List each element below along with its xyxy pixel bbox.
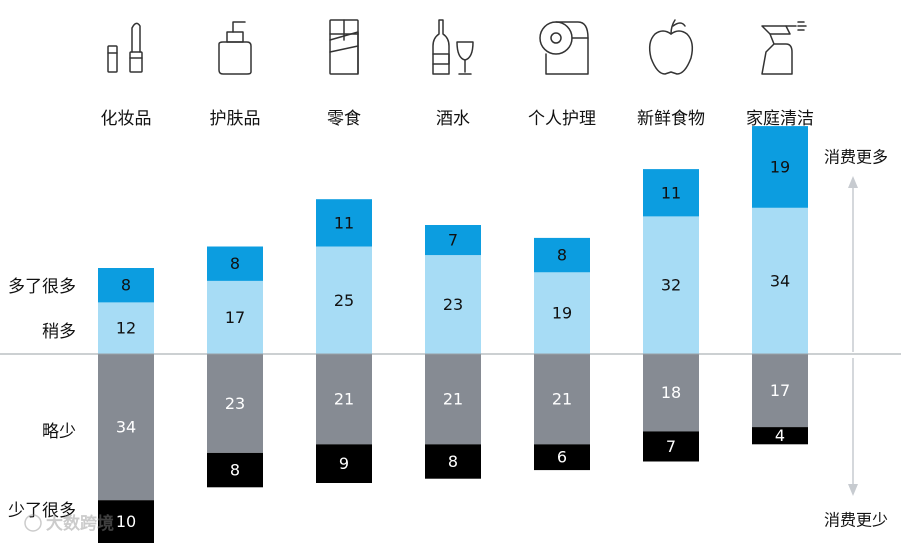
data-label: 8 [121, 276, 131, 295]
data-label: 25 [334, 291, 354, 310]
series-label: 多了很多 [8, 277, 76, 297]
bar-segment [425, 444, 481, 479]
data-label: 9 [339, 454, 349, 473]
data-label: 8 [230, 254, 240, 273]
bar-segment [534, 272, 590, 354]
apple-icon [648, 19, 694, 75]
data-label: 10 [116, 512, 136, 531]
series-label: 略少 [42, 422, 76, 442]
chocolate-bar-icon [329, 19, 359, 75]
data-label: 23 [443, 295, 463, 314]
category-label: 酒水 [436, 109, 470, 129]
data-label: 12 [116, 319, 136, 338]
category-icons [107, 19, 807, 75]
data-label: 21 [334, 390, 354, 409]
bar-segment [752, 427, 808, 445]
bar-segment [643, 169, 699, 217]
watermark-text: 大数跨境 [46, 513, 114, 534]
data-label: 19 [552, 304, 572, 323]
up-arrow-head [848, 176, 858, 188]
data-label: 11 [334, 213, 354, 232]
series-label: 稍多 [42, 322, 76, 342]
bar-segment [98, 500, 154, 543]
bottom-annotation: 消费更少 [824, 511, 888, 530]
bar-segment [316, 444, 372, 483]
data-label: 6 [557, 448, 567, 467]
bar-segment [643, 354, 699, 432]
watermark: 大数跨境 [24, 513, 114, 534]
series-label: 少了很多 [8, 501, 76, 521]
lipstick-icon [107, 22, 143, 73]
bar-segment [643, 431, 699, 462]
lotion-bottle-icon [218, 21, 252, 75]
category-label: 零食 [327, 109, 361, 129]
toilet-paper-icon [539, 21, 589, 75]
direction-annotations: 消费更多 消费更少 [824, 148, 888, 530]
data-label: 7 [448, 231, 458, 250]
bar-segment [207, 246, 263, 281]
data-label: 4 [775, 426, 785, 445]
bar-segment [207, 354, 263, 453]
data-label: 19 [770, 157, 790, 176]
bar-segment [752, 126, 808, 208]
data-label: 34 [770, 271, 790, 290]
bar-segment [98, 302, 154, 354]
bar-segment [752, 207, 808, 354]
bar-segment [98, 268, 154, 303]
data-label: 18 [661, 383, 681, 402]
data-label: 8 [230, 461, 240, 480]
bar-segment [316, 354, 372, 445]
data-label: 17 [770, 381, 790, 400]
bar-segment [534, 237, 590, 273]
data-label: 23 [225, 394, 245, 413]
bars: 12 8 34 10 17 8 23 8 25 11 21 9 23 7 21 8 19 8 21 6 32 11 18 7 3… [98, 126, 808, 543]
category-label: 新鲜食物 [637, 109, 705, 129]
bar-segment [425, 255, 481, 354]
bar-segment [207, 280, 263, 354]
data-label: 21 [443, 390, 463, 409]
data-label: 7 [666, 437, 676, 456]
bar-segment [534, 354, 590, 445]
spray-bottle-icon [761, 21, 807, 75]
data-label: 17 [225, 308, 245, 327]
bar-segment [752, 354, 808, 428]
bar-segment [425, 354, 481, 445]
bar-segment [425, 225, 481, 256]
data-label: 8 [557, 246, 567, 265]
bar-segment [316, 246, 372, 354]
category-label: 个人护理 [528, 109, 596, 129]
data-label: 32 [661, 276, 681, 295]
category-label: 家庭清洁 [746, 109, 814, 129]
bar-segment [316, 199, 372, 247]
data-label: 11 [661, 183, 681, 202]
watermark-logo [24, 514, 42, 532]
category-labels: 化妆品 护肤品 零食 酒水 个人护理 新鲜食物 家庭清洁 [101, 109, 815, 129]
data-label: 21 [552, 390, 572, 409]
bar-segment [207, 452, 263, 488]
category-label: 化妆品 [101, 109, 152, 129]
bar-segment [534, 444, 590, 471]
bar-segment [643, 216, 699, 354]
data-label: 8 [448, 452, 458, 471]
bar-segment [98, 354, 154, 501]
data-label: 34 [116, 418, 136, 437]
top-annotation: 消费更多 [824, 148, 888, 167]
category-label: 护肤品 [210, 109, 261, 129]
down-arrow-head [848, 484, 858, 496]
wine-bottle-glass-icon [432, 19, 474, 75]
